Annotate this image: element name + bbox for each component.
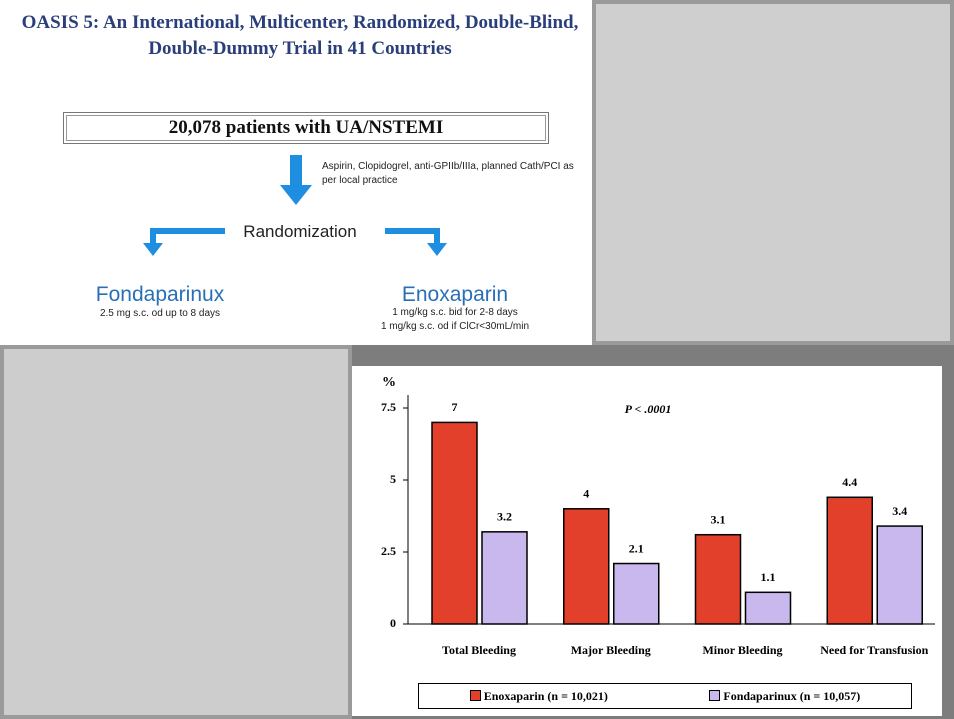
bar bbox=[696, 535, 741, 624]
slide: OASIS 5: An International, Multicenter, … bbox=[0, 0, 954, 719]
y-tick-label: 7.5 bbox=[381, 400, 396, 414]
legend: Enoxaparin (n = 10,021) Fondaparinux (n =… bbox=[418, 683, 912, 709]
arrow bbox=[290, 155, 302, 187]
bar bbox=[564, 509, 609, 624]
data-label: 3.4 bbox=[892, 504, 907, 518]
x-tick-label: Total Bleeding bbox=[416, 642, 542, 658]
arrow bbox=[427, 243, 447, 256]
x-tick-label: Major Bleeding bbox=[548, 642, 674, 658]
data-label: 1.1 bbox=[761, 570, 776, 584]
data-label: 7 bbox=[452, 400, 458, 414]
y-tick-label: 5 bbox=[390, 472, 396, 486]
data-label: 3.1 bbox=[711, 512, 726, 526]
data-label: 2.1 bbox=[629, 541, 644, 555]
y-tick-label: 2.5 bbox=[381, 544, 396, 558]
arrow bbox=[143, 243, 163, 256]
annotation: P < .0001 bbox=[625, 402, 672, 416]
data-label: 4.4 bbox=[842, 475, 857, 489]
legend-swatch bbox=[709, 690, 720, 701]
arrow bbox=[280, 185, 312, 205]
arrows bbox=[143, 155, 447, 256]
arrow bbox=[385, 228, 440, 234]
legend-label: Enoxaparin (n = 10,021) bbox=[484, 689, 608, 703]
x-tick-label: Minor Bleeding bbox=[680, 642, 806, 658]
bar bbox=[614, 564, 659, 624]
legend-entry: Fondaparinux (n = 10,057) bbox=[709, 689, 860, 704]
bar bbox=[432, 422, 477, 624]
bar bbox=[746, 592, 791, 624]
legend-entry: Enoxaparin (n = 10,021) bbox=[470, 689, 608, 704]
arrow bbox=[150, 228, 225, 234]
bar bbox=[482, 532, 527, 624]
bar bbox=[877, 526, 922, 624]
x-tick-label: Need for Transfusion bbox=[811, 642, 937, 658]
data-label: 4 bbox=[583, 487, 589, 501]
legend-label: Fondaparinux (n = 10,057) bbox=[723, 689, 860, 703]
chart: % P < .0001 0 2.5 5 7.5 7 3.2 4 2.1 3.1 1.1 4.4 3.4 bbox=[0, 0, 954, 719]
arrow bbox=[150, 228, 156, 244]
legend-swatch bbox=[470, 690, 481, 701]
arrow bbox=[434, 228, 440, 244]
bar bbox=[827, 497, 872, 624]
y-axis-label: % bbox=[382, 375, 396, 390]
data-label: 3.2 bbox=[497, 510, 512, 524]
y-tick-label: 0 bbox=[390, 616, 396, 630]
